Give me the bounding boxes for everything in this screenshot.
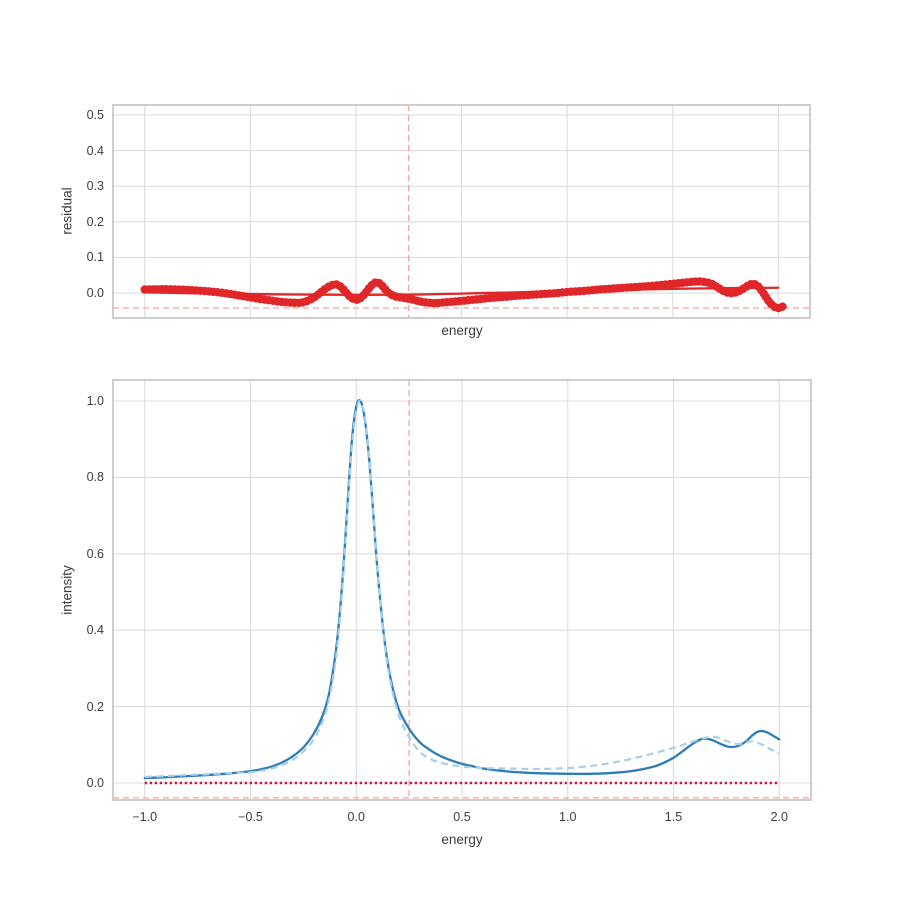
top-series-residual-data-markers-dots (140, 277, 787, 313)
top-y-tick-label: 0.2 (86, 214, 104, 229)
bottom-y-tick-label: 0.2 (86, 699, 104, 714)
bottom-plot-spine (112, 379, 812, 801)
bottom-x-tick-label: −1.0 (132, 810, 158, 824)
bottom-y-tick-label: 0.6 (86, 546, 104, 561)
bottom-x-tick-label: 2.0 (770, 810, 788, 824)
top-y-tick-label: 0.1 (86, 250, 104, 265)
bottom-y-tick-label: 0.0 (86, 776, 104, 790)
top-y-tick-label: 0.4 (86, 143, 104, 158)
top-xaxis-label: energy (441, 323, 483, 338)
top-series-residual-fit-line (143, 286, 780, 296)
top-y-tick-label: 0.5 (86, 107, 104, 122)
bottom-y-tick-label: 1.0 (86, 394, 104, 408)
top-y-tick-label: 0.0 (86, 286, 104, 301)
top-y-tick-label: 0.3 (86, 179, 104, 194)
bottom-yaxis-label: intensity (59, 565, 75, 615)
bottom-y-tick-label: 0.8 (86, 470, 104, 485)
top-yaxis-label: residual (59, 187, 75, 235)
bottom-series-intensity-dashed-curve (144, 399, 780, 778)
top-plot-spine (112, 104, 811, 319)
bottom-xaxis-label: energy (441, 832, 483, 847)
bottom-x-tick-label: −0.5 (238, 810, 263, 824)
bottom-y-tick-label: 0.4 (86, 623, 104, 638)
bottom-x-tick-label: 1.0 (559, 810, 577, 824)
bottom-x-tick-label: 0.0 (347, 810, 365, 824)
bottom-x-tick-label: 0.5 (453, 810, 471, 824)
bottom-x-tick-label: 1.5 (664, 810, 683, 824)
